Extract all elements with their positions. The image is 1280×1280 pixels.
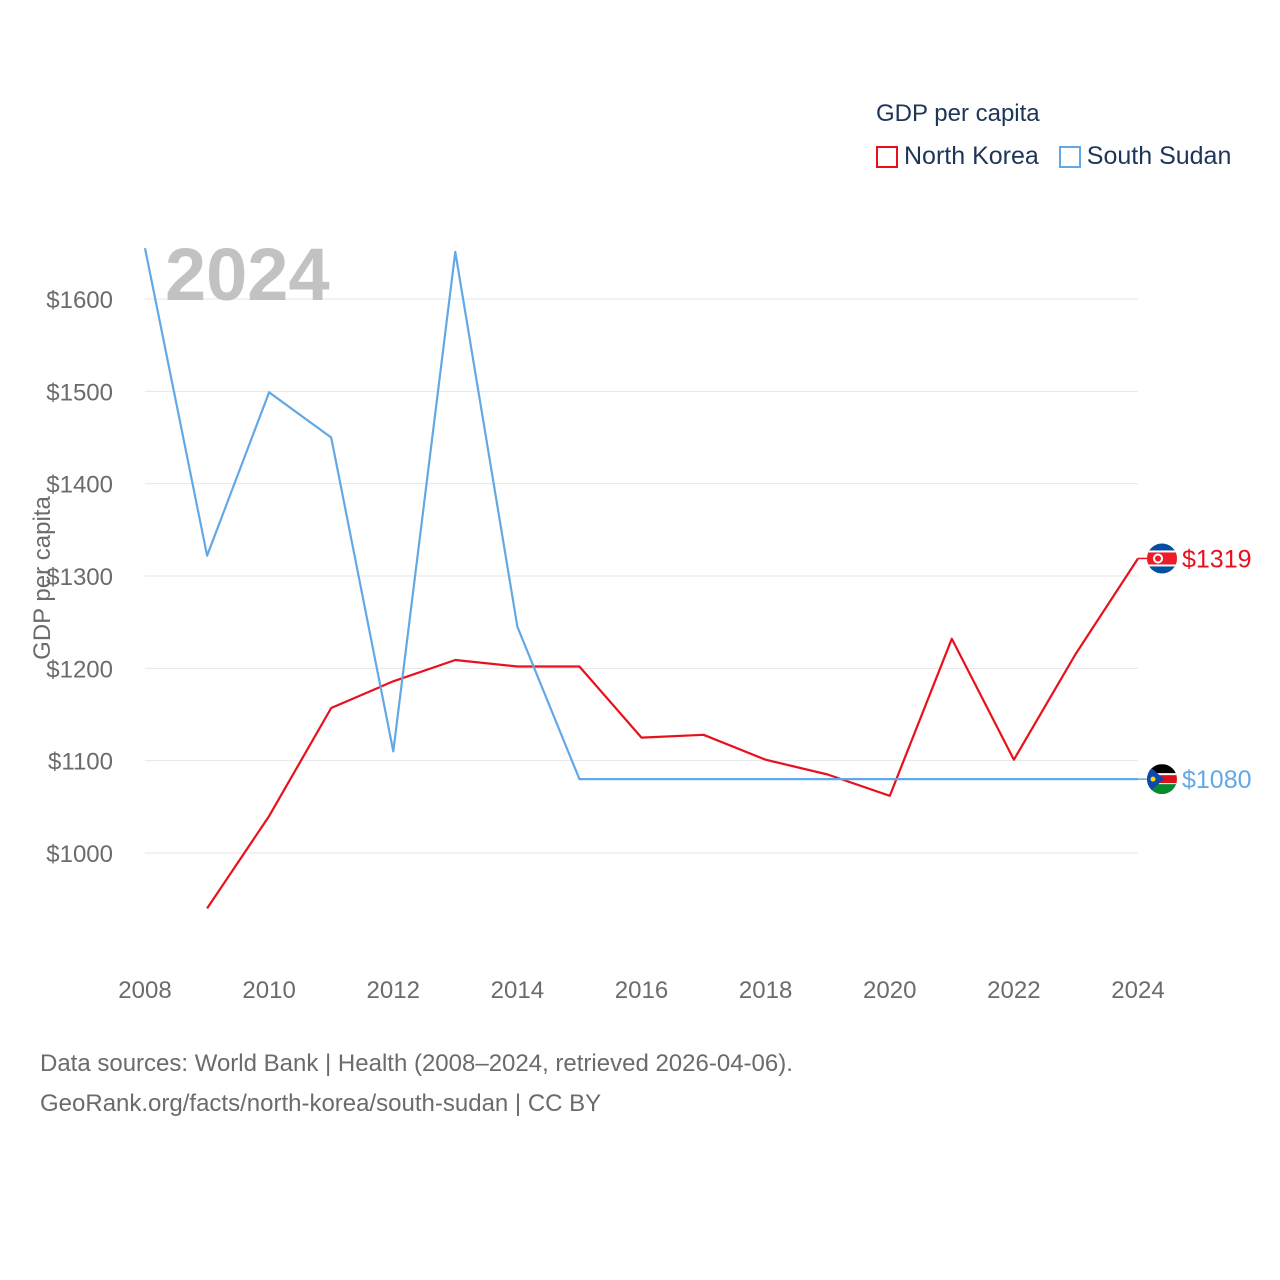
end-markers: $1319 $1080 <box>1147 543 1252 795</box>
x-tick-label: 2012 <box>367 977 420 1004</box>
source-note: Data sources: World Bank | Health (2008–… <box>40 1044 793 1124</box>
x-tick-label: 2020 <box>863 977 916 1004</box>
y-tick-label: $1600 <box>46 287 113 314</box>
y-axis-label: GDP per capita <box>29 496 56 660</box>
series-lines <box>143 247 1148 910</box>
north-korea-flag-icon <box>1147 543 1177 574</box>
y-tick-label: $1200 <box>46 656 113 683</box>
source-line-1: Data sources: World Bank | Health (2008–… <box>40 1050 793 1077</box>
legend: North Korea South Sudan <box>876 142 1251 171</box>
gridlines <box>145 298 1138 854</box>
x-tick-label: 2022 <box>987 977 1040 1004</box>
y-tick-label: $1000 <box>46 841 113 868</box>
legend-title: GDP per capita <box>876 100 1040 127</box>
legend-label-north-korea: North Korea <box>904 142 1039 170</box>
y-tick-label: $1300 <box>46 564 113 591</box>
series-line-north-korea <box>206 557 1139 910</box>
y-axis-ticks: $1000 $1100 $1200 $1300 $1400 $1500 $1600 <box>46 287 113 868</box>
y-tick-label: $1400 <box>46 472 113 499</box>
x-tick-label: 2014 <box>491 977 544 1004</box>
source-line-2: GeoRank.org/facts/north-korea/south-suda… <box>40 1090 602 1117</box>
north-korea-end-value: $1319 <box>1182 545 1252 573</box>
x-tick-label: 2024 <box>1111 977 1164 1004</box>
legend-item-south-sudan[interactable]: South Sudan <box>1058 142 1232 171</box>
x-axis-ticks: 2008 2010 2012 2014 2016 2018 2020 2022 2024 <box>118 977 1164 1004</box>
y-tick-label: $1500 <box>46 379 113 406</box>
x-tick-label: 2008 <box>118 977 171 1004</box>
y-tick-label: $1100 <box>48 749 113 776</box>
legend-item-north-korea[interactable]: North Korea <box>876 142 1039 171</box>
south-sudan-end-value: $1080 <box>1182 766 1252 794</box>
x-tick-label: 2016 <box>615 977 668 1004</box>
legend-label-south-sudan: South Sudan <box>1086 142 1232 170</box>
year-watermark: 2024 <box>165 233 330 316</box>
x-tick-label: 2018 <box>739 977 792 1004</box>
south-sudan-flag-icon <box>1147 764 1177 795</box>
legend-swatch-north-korea <box>876 145 898 168</box>
x-tick-label: 2010 <box>242 977 295 1004</box>
legend-swatch-south-sudan <box>1058 145 1081 168</box>
series-line-south-sudan <box>143 247 1138 781</box>
